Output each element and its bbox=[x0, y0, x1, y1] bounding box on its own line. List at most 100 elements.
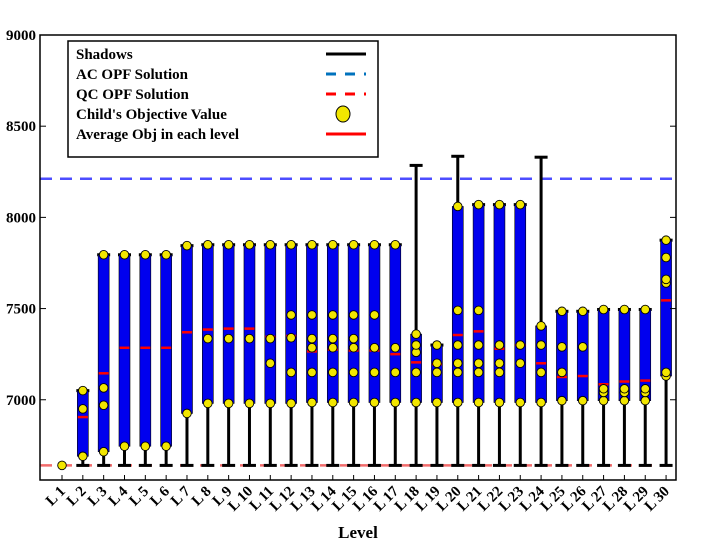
child-point bbox=[348, 343, 359, 353]
x-tick-label: L 30 bbox=[642, 484, 673, 515]
level-9 bbox=[222, 239, 236, 467]
child-point bbox=[494, 340, 505, 350]
child-point bbox=[348, 367, 359, 378]
child-point bbox=[661, 274, 671, 285]
child-point bbox=[432, 358, 442, 369]
range-bar bbox=[347, 244, 360, 403]
level-14 bbox=[326, 239, 340, 467]
child-point bbox=[286, 367, 296, 378]
child-point bbox=[182, 240, 192, 251]
child-point bbox=[286, 398, 296, 409]
legend: Shadows AC OPF Solution QC OPF Solution … bbox=[67, 40, 379, 158]
level-12 bbox=[284, 239, 298, 467]
child-point bbox=[78, 385, 88, 396]
child-point bbox=[473, 367, 484, 378]
child-point bbox=[98, 446, 109, 457]
child-point bbox=[619, 395, 630, 406]
child-point bbox=[661, 252, 671, 263]
child-point bbox=[661, 235, 671, 245]
level-5 bbox=[138, 250, 152, 467]
child-point bbox=[536, 367, 546, 378]
x-axis-label: Level bbox=[338, 523, 378, 541]
level-11 bbox=[263, 239, 277, 467]
child-point bbox=[328, 333, 338, 344]
range-bar bbox=[160, 254, 172, 447]
child-point bbox=[640, 304, 650, 315]
child-point bbox=[515, 199, 526, 210]
level-26 bbox=[576, 306, 590, 467]
child-point bbox=[453, 305, 463, 316]
child-point bbox=[369, 367, 380, 378]
range-bar bbox=[556, 311, 568, 401]
child-point bbox=[578, 395, 588, 406]
legend-label-child: Child's Objective Value bbox=[76, 107, 227, 123]
child-point bbox=[369, 310, 380, 320]
range-bar bbox=[368, 244, 381, 403]
child-point bbox=[515, 358, 526, 369]
level-21 bbox=[472, 199, 486, 467]
child-point bbox=[307, 333, 317, 344]
range-bar bbox=[118, 254, 131, 447]
child-point bbox=[494, 397, 505, 408]
level-1 bbox=[57, 460, 67, 471]
bars bbox=[57, 154, 673, 471]
child-point bbox=[182, 408, 192, 419]
child-point bbox=[161, 250, 171, 260]
range-bar bbox=[326, 244, 339, 403]
level-20 bbox=[451, 154, 465, 467]
child-point bbox=[286, 310, 296, 320]
child-point bbox=[473, 358, 484, 369]
range-bar bbox=[285, 244, 297, 404]
child-point bbox=[328, 239, 338, 250]
y-tick-label: 8500 bbox=[6, 119, 36, 135]
child-point bbox=[119, 250, 130, 260]
level-10 bbox=[242, 239, 256, 467]
level-7 bbox=[180, 240, 194, 467]
child-point bbox=[640, 384, 650, 394]
child-point bbox=[390, 397, 401, 408]
child-point bbox=[598, 384, 609, 394]
range-bar bbox=[222, 244, 235, 404]
y-tick-label: 7500 bbox=[6, 302, 36, 318]
child-point bbox=[223, 239, 234, 250]
child-point bbox=[661, 367, 671, 378]
child-point bbox=[598, 304, 609, 315]
child-point bbox=[598, 395, 609, 406]
child-point bbox=[223, 333, 234, 344]
child-point bbox=[578, 342, 588, 352]
axes bbox=[39, 34, 677, 481]
child-point bbox=[328, 310, 338, 320]
child-point bbox=[203, 239, 213, 250]
level-4 bbox=[117, 250, 131, 467]
child-point bbox=[494, 367, 505, 378]
range-bar bbox=[514, 204, 527, 403]
range-bar bbox=[243, 244, 256, 404]
level-30 bbox=[659, 235, 673, 467]
child-point bbox=[57, 460, 67, 471]
child-point bbox=[494, 199, 505, 210]
child-point bbox=[369, 239, 380, 250]
child-point bbox=[78, 451, 88, 462]
child-point bbox=[390, 367, 401, 378]
child-point bbox=[244, 333, 255, 344]
child-point bbox=[515, 397, 526, 408]
range-bar bbox=[264, 244, 277, 404]
child-point bbox=[119, 441, 130, 452]
child-point bbox=[369, 397, 380, 408]
child-point bbox=[203, 398, 213, 409]
child-point bbox=[557, 367, 567, 378]
child-point bbox=[98, 383, 109, 393]
child-point bbox=[432, 340, 442, 350]
child-point bbox=[265, 333, 276, 344]
range-bar bbox=[97, 254, 110, 453]
level-22 bbox=[492, 199, 506, 467]
level-6 bbox=[159, 250, 173, 467]
child-point bbox=[619, 384, 630, 394]
level-2 bbox=[76, 385, 90, 467]
child-point bbox=[494, 358, 505, 369]
child-point bbox=[640, 395, 650, 406]
legend-label-ac: AC OPF Solution bbox=[76, 67, 189, 83]
child-point bbox=[286, 239, 296, 250]
legend-marker-child bbox=[335, 105, 351, 123]
child-point bbox=[348, 397, 359, 408]
